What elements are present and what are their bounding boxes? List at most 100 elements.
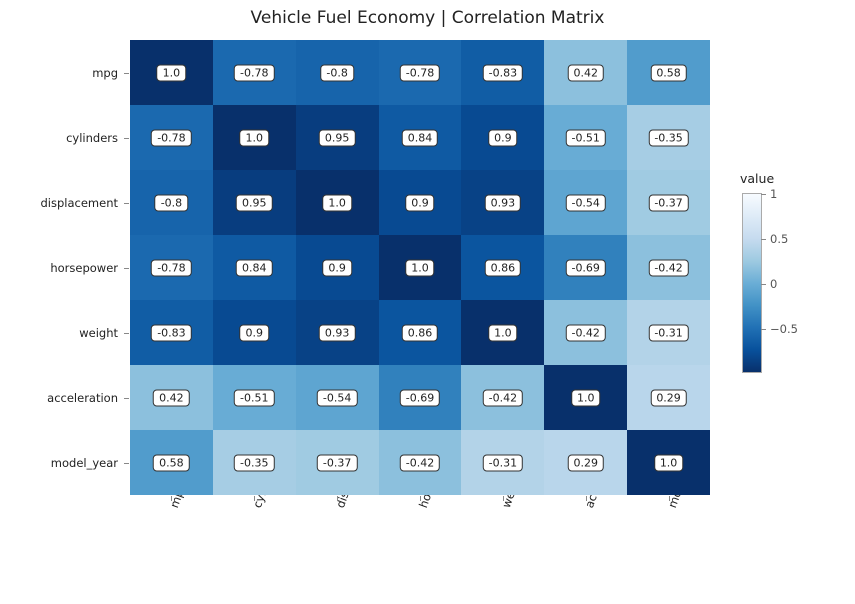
y-axis-label: horsepower — [0, 261, 130, 275]
heatmap-cell: -0.37 — [627, 170, 710, 235]
y-axis-tick — [124, 268, 129, 269]
legend-tick-mark — [761, 284, 766, 285]
heatmap-cell-value: -0.35 — [648, 129, 688, 146]
y-axis-label: acceleration — [0, 391, 130, 405]
y-axis-tick — [124, 203, 129, 204]
heatmap-cell-value: 0.9 — [405, 194, 435, 211]
heatmap-cell-value: 1.0 — [322, 194, 352, 211]
y-axis-label: displacement — [0, 196, 130, 210]
legend-tick-label: −0.5 — [770, 322, 798, 336]
x-axis-tick — [669, 496, 670, 501]
y-axis-tick — [124, 73, 129, 74]
heatmap-cell-value: 0.9 — [240, 324, 270, 341]
heatmap-cell-value: -0.35 — [234, 454, 274, 471]
heatmap-cell: -0.42 — [627, 235, 710, 300]
heatmap-cell: 0.58 — [627, 40, 710, 105]
x-axis-tick — [337, 496, 338, 501]
heatmap-cell-value: -0.78 — [400, 64, 440, 81]
heatmap-cell: -0.78 — [213, 40, 296, 105]
legend-tick-mark — [761, 194, 766, 195]
heatmap-cell: -0.8 — [296, 40, 379, 105]
heatmap-cell-value: -0.69 — [400, 389, 440, 406]
heatmap-cell: 0.29 — [544, 430, 627, 495]
heatmap-cell-value: 0.58 — [153, 454, 190, 471]
heatmap-cell-value: -0.54 — [565, 194, 605, 211]
heatmap-cell-value: 0.95 — [319, 129, 356, 146]
heatmap-cell: -0.69 — [379, 365, 462, 430]
heatmap-cell: 1.0 — [213, 105, 296, 170]
heatmap-cell: -0.42 — [461, 365, 544, 430]
heatmap-cell-value: 0.95 — [236, 194, 273, 211]
heatmap-cell-value: -0.54 — [317, 389, 357, 406]
heatmap-cell: 1.0 — [544, 365, 627, 430]
heatmap-cell: -0.31 — [627, 300, 710, 365]
x-axis-tick — [586, 496, 587, 501]
heatmap-cell: 1.0 — [296, 170, 379, 235]
legend-tick-mark — [761, 329, 766, 330]
heatmap-cell-value: 0.93 — [319, 324, 356, 341]
heatmap-cell-value: -0.42 — [648, 259, 688, 276]
heatmap-cell-value: -0.31 — [483, 454, 523, 471]
heatmap-cell: -0.83 — [130, 300, 213, 365]
heatmap-cell: 0.9 — [296, 235, 379, 300]
x-axis-tick — [254, 496, 255, 501]
heatmap-cell-value: -0.51 — [234, 389, 274, 406]
heatmap-cell-value: -0.8 — [320, 64, 353, 81]
heatmap-cell-value: 0.86 — [485, 259, 522, 276]
heatmap-cell: -0.51 — [213, 365, 296, 430]
heatmap-cell-value: -0.78 — [151, 129, 191, 146]
y-axis-tick — [124, 333, 129, 334]
chart-title: Vehicle Fuel Economy | Correlation Matri… — [0, 8, 855, 28]
heatmap-cell: 0.95 — [296, 105, 379, 170]
legend-tick-mark — [761, 239, 766, 240]
heatmap-cell: 0.93 — [296, 300, 379, 365]
heatmap-cell-value: -0.78 — [234, 64, 274, 81]
heatmap-cell-value: -0.8 — [155, 194, 188, 211]
heatmap-cell-value: -0.31 — [648, 324, 688, 341]
heatmap-cell: -0.31 — [461, 430, 544, 495]
y-axis-tick — [124, 398, 129, 399]
heatmap-cell-value: -0.83 — [483, 64, 523, 81]
legend-colorbar: 10.50−0.5 — [742, 193, 762, 373]
heatmap-cell-value: -0.78 — [151, 259, 191, 276]
y-axis-label: mpg — [0, 66, 130, 80]
heatmap-cell: -0.78 — [379, 40, 462, 105]
heatmap-cell-value: 1.0 — [157, 64, 187, 81]
heatmap-cell: -0.78 — [130, 235, 213, 300]
heatmap-cell: -0.35 — [213, 430, 296, 495]
heatmap-cell: 0.95 — [213, 170, 296, 235]
heatmap-cell: 0.9 — [213, 300, 296, 365]
heatmap-cell: 0.84 — [379, 105, 462, 170]
heatmap-cell-value: 1.0 — [571, 389, 601, 406]
y-axis-label: model_year — [0, 456, 130, 470]
heatmap-cell-value: -0.37 — [648, 194, 688, 211]
y-axis-label: weight — [0, 326, 130, 340]
heatmap-cell: 0.93 — [461, 170, 544, 235]
heatmap-cell-value: -0.83 — [151, 324, 191, 341]
heatmap-cell: 0.86 — [379, 300, 462, 365]
heatmap-cell-value: 0.86 — [402, 324, 439, 341]
heatmap-cell-value: 0.29 — [650, 389, 687, 406]
heatmap-cell-value: 0.42 — [153, 389, 190, 406]
heatmap-cell-value: 0.9 — [488, 129, 518, 146]
heatmap-cell: -0.83 — [461, 40, 544, 105]
heatmap-cell: -0.78 — [130, 105, 213, 170]
heatmap-cell: -0.8 — [130, 170, 213, 235]
heatmap-cell: 0.84 — [213, 235, 296, 300]
heatmap-cell: -0.54 — [296, 365, 379, 430]
correlation-heatmap-figure: Vehicle Fuel Economy | Correlation Matri… — [0, 0, 855, 604]
y-axis-label: cylinders — [0, 131, 130, 145]
x-axis-tick — [171, 496, 172, 501]
heatmap-cell: -0.35 — [627, 105, 710, 170]
heatmap-cell: -0.42 — [544, 300, 627, 365]
heatmap-grid: mpgcylindersdisplacementhorsepowerweight… — [130, 40, 710, 495]
heatmap-cell-value: -0.42 — [483, 389, 523, 406]
heatmap-cell-value: 0.84 — [236, 259, 273, 276]
heatmap-cell: 0.9 — [379, 170, 462, 235]
heatmap-cell: 0.9 — [461, 105, 544, 170]
heatmap-cell-value: -0.37 — [317, 454, 357, 471]
heatmap-cell-value: -0.51 — [565, 129, 605, 146]
heatmap-cell: -0.54 — [544, 170, 627, 235]
x-axis-tick — [503, 496, 504, 501]
heatmap-cell-value: 1.0 — [240, 129, 270, 146]
